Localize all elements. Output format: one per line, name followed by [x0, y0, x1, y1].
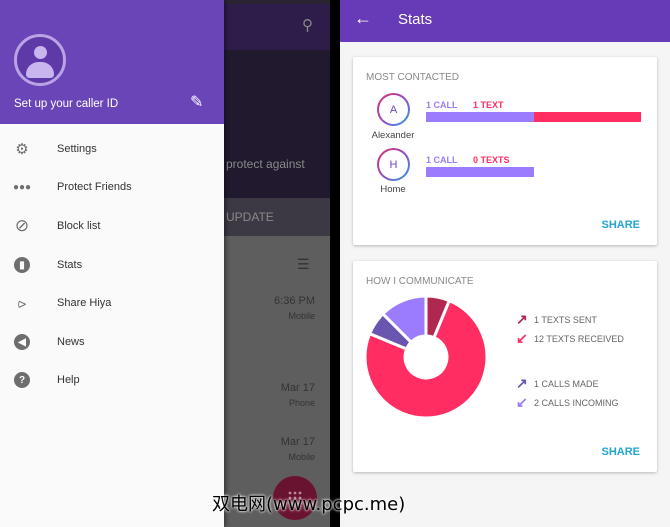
update-label: UPDATE [226, 210, 274, 224]
left-screen: ⚲ protect against UPDATE ☰ 6:36 PM Mobil… [0, 0, 330, 527]
menu-label: Protect Friends [57, 181, 132, 193]
navigation-drawer: Set up your caller ID ✎ ⚙ Settings ●●● Pro… [0, 0, 224, 527]
call-type: Mobile [288, 311, 315, 321]
menu-item-stats[interactable]: ▮ Stats [0, 246, 224, 284]
caller-id-label[interactable]: Set up your caller ID [14, 98, 119, 110]
texts-bar [534, 112, 641, 122]
arrow-down-left-icon: ↙ [516, 394, 528, 410]
menu-item-news[interactable]: ◀ News [0, 323, 224, 361]
menu-item-protect-friends[interactable]: ●●● Protect Friends [0, 168, 224, 206]
call-type: Mobile [288, 452, 315, 462]
watermark: 双电网(www.pcpc.me) [212, 494, 406, 515]
contact-avatar: H [377, 148, 410, 181]
menu-label: Block list [57, 220, 101, 232]
legend-item: ↗ 1 TEXTS SENT [516, 311, 597, 328]
legend-label: 12 TEXTS RECEIVED [534, 333, 624, 344]
menu-label: Settings [57, 143, 97, 155]
stats-icon: ▮ [13, 256, 31, 274]
block-icon: ⊘ [14, 216, 30, 235]
menu-item-block-list[interactable]: ⊘ Block list [0, 207, 224, 245]
texts-label: 1 TEXT [473, 100, 504, 110]
arrow-up-right-icon: ↗ [516, 375, 528, 391]
call-type: Phone [288, 398, 315, 408]
gear-icon: ⚙ [15, 141, 29, 158]
page-title: Stats [398, 11, 433, 28]
calls-bar [426, 167, 534, 177]
drawer-header: Set up your caller ID ✎ [0, 0, 224, 124]
legend-item: ↙ 2 CALLS INCOMING [516, 394, 619, 411]
arrow-up-right-icon: ↗ [516, 311, 528, 327]
legend-label: 1 CALLS MADE [534, 378, 599, 389]
contact-name: Home [380, 184, 406, 195]
sort-icon[interactable]: ☰ [297, 256, 310, 272]
search-icon[interactable]: ⚲ [302, 17, 313, 34]
share-button[interactable]: SHARE [601, 446, 640, 458]
dialpad-icon [288, 491, 302, 505]
edit-pencil-icon[interactable]: ✎ [190, 94, 204, 111]
contact-name: Alexander [371, 130, 415, 141]
back-arrow-icon[interactable]: ← [354, 8, 372, 28]
menu-label: Share Hiya [57, 297, 112, 309]
megaphone-icon: ◀ [13, 333, 31, 351]
calls-bar [426, 112, 534, 122]
people-icon: ●●● [12, 181, 32, 193]
donut-chart [363, 294, 489, 420]
donut-slice [380, 294, 428, 345]
legend-label: 1 TEXTS SENT [534, 314, 597, 325]
calls-label: 1 CALL [426, 100, 458, 110]
help-icon: ? [13, 371, 31, 389]
card-title: HOW I COMMUNICATE [366, 276, 474, 287]
share-icon: ⪧ [17, 294, 27, 312]
arrow-down-left-icon: ↙ [516, 330, 528, 346]
share-button[interactable]: SHARE [601, 219, 640, 231]
texts-label: 0 TEXTS [473, 155, 510, 165]
donut-slice [363, 298, 489, 420]
menu-item-share-hiya[interactable]: ⪧ Share Hiya [0, 284, 224, 322]
contact-initial: H [379, 150, 408, 179]
call-time: Mar 17 [280, 436, 315, 448]
hero-text: protect against [226, 157, 305, 171]
stats-app-bar: ← Stats [340, 0, 670, 42]
legend-label: 2 CALLS INCOMING [534, 397, 619, 408]
menu-label: Stats [57, 259, 83, 271]
menu-item-settings[interactable]: ⚙ Settings [0, 130, 224, 168]
dialpad-fab[interactable] [273, 476, 317, 520]
most-contacted-card: MOST CONTACTED A Alexander 1 CALL 1 TEXT… [353, 57, 657, 245]
menu-label: Help [57, 374, 80, 386]
card-title: MOST CONTACTED [366, 72, 459, 83]
menu-item-help[interactable]: ? Help [0, 361, 224, 399]
call-time: 6:36 PM [274, 295, 315, 307]
contact-avatar: A [377, 93, 410, 126]
menu-label: News [57, 336, 85, 348]
legend-item: ↗ 1 CALLS MADE [516, 375, 599, 392]
legend-item: ↙ 12 TEXTS RECEIVED [516, 330, 624, 347]
calls-label: 1 CALL [426, 155, 458, 165]
contact-initial: A [379, 95, 408, 124]
stats-screen: ← Stats MOST CONTACTED A Alexander 1 CAL… [340, 0, 670, 527]
how-i-communicate-card: HOW I COMMUNICATE ↗ 1 TEXTS SENT ↙ 12 TEXT… [353, 261, 657, 472]
call-time: Mar 17 [280, 382, 315, 394]
avatar-icon[interactable] [14, 34, 66, 86]
